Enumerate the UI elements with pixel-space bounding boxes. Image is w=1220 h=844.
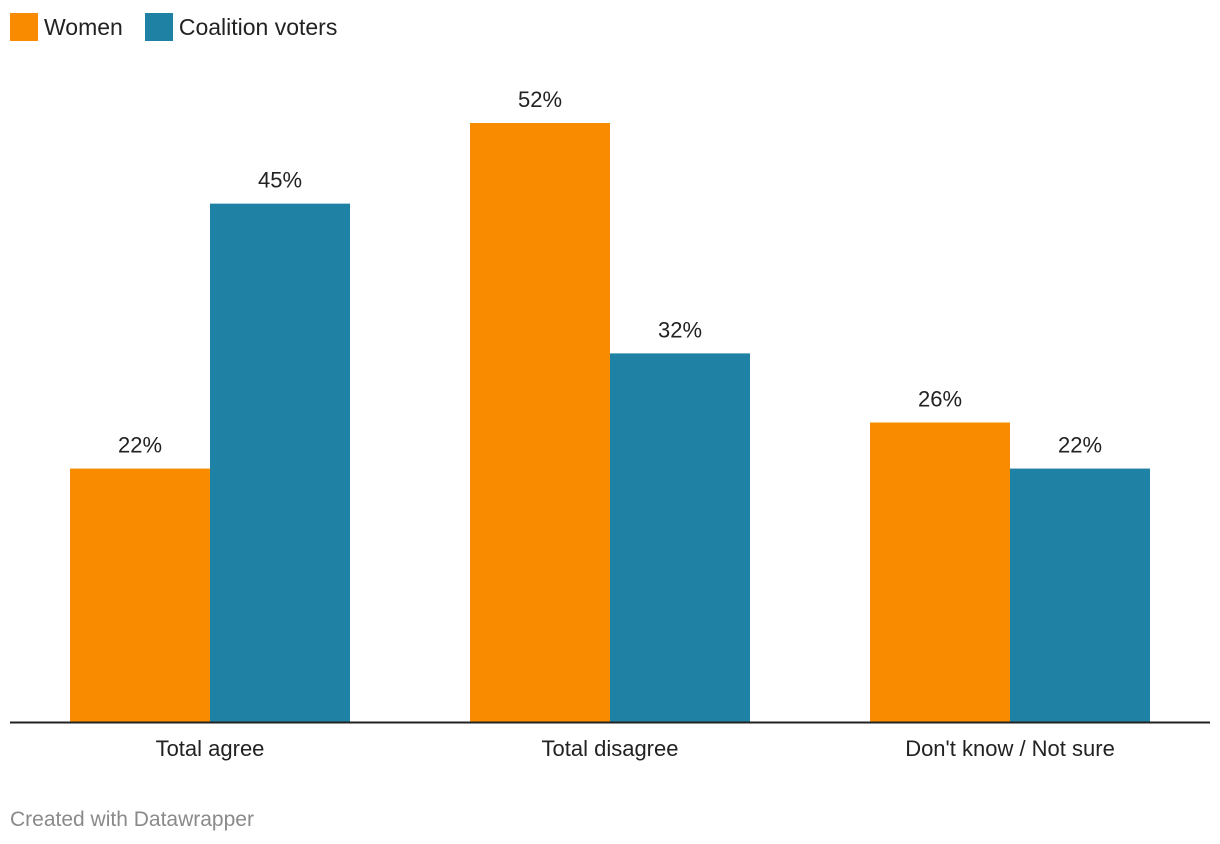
legend-item-coalition-voters: Coalition voters [144, 13, 338, 41]
legend-swatch-women [10, 13, 38, 41]
legend-label-women: Women [44, 13, 123, 40]
footer-credit: Created with Datawrapper [10, 808, 254, 831]
x-tick-label-don-t-know-not-sure: Don't know / Not sure [905, 736, 1115, 761]
data-label-women-total-agree: 22% [118, 433, 162, 458]
bar-coalition-voters-don-t-know-not-sure [1010, 468, 1150, 722]
legend-swatch-coalition-voters [144, 13, 173, 41]
bar-coalition-voters-total-disagree [610, 353, 750, 722]
legend: Women Coalition voters [10, 13, 359, 41]
bar-coalition-voters-total-agree [210, 203, 350, 722]
bar-women-total-agree [70, 468, 210, 722]
data-label-women-don-t-know-not-sure: 26% [918, 387, 962, 412]
data-label-coalition-voters-total-disagree: 32% [658, 317, 702, 342]
x-tick-label-total-disagree: Total disagree [542, 736, 679, 761]
legend-item-women: Women [10, 13, 123, 41]
data-label-coalition-voters-don-t-know-not-sure: 22% [1058, 433, 1102, 458]
bar-women-don-t-know-not-sure [870, 422, 1010, 722]
legend-label-coalition-voters: Coalition voters [178, 13, 338, 40]
bar-women-total-disagree [470, 123, 610, 722]
x-tick-label-total-agree: Total agree [156, 736, 265, 761]
data-label-women-total-disagree: 52% [518, 87, 562, 112]
data-label-coalition-voters-total-agree: 45% [258, 168, 302, 193]
